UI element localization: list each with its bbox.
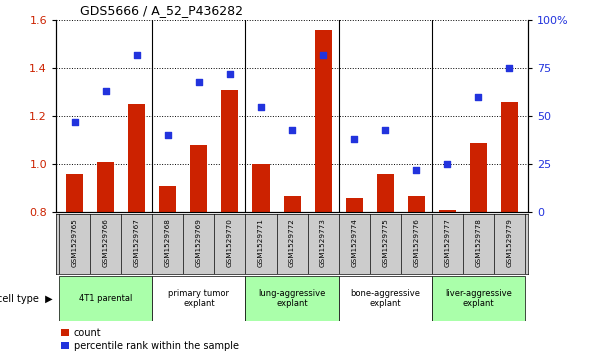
Bar xyxy=(128,104,145,363)
Text: GSM1529774: GSM1529774 xyxy=(351,218,357,267)
Point xyxy=(163,132,172,138)
Bar xyxy=(245,276,339,321)
Bar xyxy=(432,276,525,321)
Text: GSM1529779: GSM1529779 xyxy=(506,218,513,267)
Point xyxy=(70,119,80,125)
Bar xyxy=(284,196,300,363)
Bar xyxy=(339,276,432,321)
Text: GSM1529778: GSM1529778 xyxy=(476,218,481,267)
Bar xyxy=(59,276,152,321)
Point xyxy=(319,52,328,57)
Text: GDS5666 / A_52_P436282: GDS5666 / A_52_P436282 xyxy=(80,4,242,17)
Text: GSM1529767: GSM1529767 xyxy=(134,218,140,267)
Text: GSM1529769: GSM1529769 xyxy=(196,218,202,267)
Point xyxy=(287,127,297,132)
Bar xyxy=(66,174,83,363)
Text: bone-aggressive
explant: bone-aggressive explant xyxy=(350,289,420,308)
Legend: count, percentile rank within the sample: count, percentile rank within the sample xyxy=(61,328,238,351)
Point xyxy=(349,136,359,142)
Bar xyxy=(439,210,456,363)
Point xyxy=(504,65,514,71)
Bar xyxy=(191,145,208,363)
Text: GSM1529772: GSM1529772 xyxy=(289,218,295,267)
Point xyxy=(194,79,204,85)
Bar xyxy=(159,186,176,363)
Point xyxy=(256,104,266,110)
Bar xyxy=(97,162,114,363)
Point xyxy=(442,161,452,167)
Text: liver-aggressive
explant: liver-aggressive explant xyxy=(445,289,512,308)
Text: GSM1529768: GSM1529768 xyxy=(165,218,171,267)
Text: GSM1529770: GSM1529770 xyxy=(227,218,233,267)
Text: GSM1529766: GSM1529766 xyxy=(103,218,109,267)
Bar xyxy=(346,198,363,363)
Bar xyxy=(221,90,238,363)
Bar xyxy=(470,143,487,363)
Bar xyxy=(376,174,394,363)
Text: 4T1 parental: 4T1 parental xyxy=(79,294,132,303)
Point xyxy=(132,52,142,57)
Text: GSM1529776: GSM1529776 xyxy=(413,218,419,267)
Point xyxy=(381,127,390,132)
Bar xyxy=(253,164,270,363)
Point xyxy=(225,71,235,77)
Text: GSM1529775: GSM1529775 xyxy=(382,218,388,267)
Text: GSM1529771: GSM1529771 xyxy=(258,218,264,267)
Bar xyxy=(314,29,332,363)
Text: GSM1529765: GSM1529765 xyxy=(71,218,78,267)
Bar xyxy=(408,196,425,363)
Point xyxy=(474,94,483,100)
Point xyxy=(101,88,110,94)
Text: primary tumor
explant: primary tumor explant xyxy=(168,289,230,308)
Point xyxy=(412,167,421,173)
Text: cell type  ▶: cell type ▶ xyxy=(0,294,53,303)
Bar xyxy=(501,102,518,363)
Text: GSM1529773: GSM1529773 xyxy=(320,218,326,267)
Bar xyxy=(152,276,245,321)
Text: GSM1529777: GSM1529777 xyxy=(444,218,450,267)
Text: lung-aggressive
explant: lung-aggressive explant xyxy=(258,289,326,308)
